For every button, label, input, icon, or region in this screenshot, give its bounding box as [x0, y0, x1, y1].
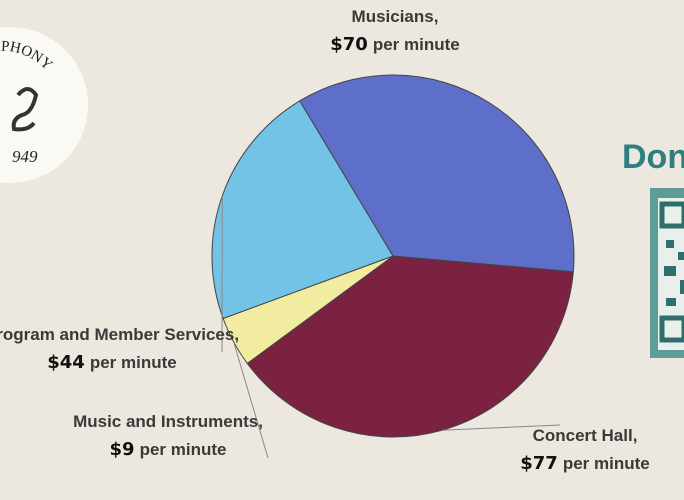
category-name: Music and Instruments	[73, 412, 258, 431]
slice-label: Program and Member Services,	[0, 325, 239, 344]
logo-badge	[0, 27, 88, 183]
unit: per minute	[563, 454, 650, 473]
leader-line	[233, 341, 269, 459]
qr-finder	[659, 315, 684, 343]
qr-code	[650, 188, 684, 358]
separator: ,	[234, 325, 239, 344]
unit: per minute	[90, 353, 177, 372]
value-label: $44	[47, 352, 85, 373]
qr-module	[666, 240, 674, 248]
slice-value-label: $44 per minute	[47, 352, 176, 373]
donate-heading: Don	[622, 138, 684, 176]
logo-emblem	[11, 87, 39, 132]
unit: per minute	[140, 440, 227, 459]
slice-value-label: $70 per minute	[330, 34, 459, 55]
logo-year: 949	[12, 147, 38, 166]
qr-module	[664, 266, 676, 276]
category-name: Musicians	[352, 7, 434, 26]
slice-label: Musicians,	[352, 7, 439, 26]
qr-module	[666, 298, 676, 306]
logo: SYMPHONY 949	[0, 27, 88, 183]
separator: ,	[434, 7, 439, 26]
qr-module	[680, 280, 684, 294]
slice-label: Music and Instruments,	[73, 412, 263, 431]
leader-line	[441, 424, 561, 431]
unit: per minute	[373, 35, 460, 54]
value-label: $70	[330, 34, 368, 55]
separator: ,	[258, 412, 263, 431]
category-name: Program and Member Services	[0, 325, 234, 344]
qr-module	[678, 252, 684, 260]
separator: ,	[633, 426, 638, 445]
slice-value-label: $9 per minute	[110, 439, 227, 460]
slice-value-label: $77 per minute	[520, 453, 649, 474]
value-label: $9	[110, 439, 135, 460]
value-label: $77	[520, 453, 558, 474]
category-name: Concert Hall	[533, 426, 633, 445]
qr-finder	[659, 201, 684, 229]
pie-slice	[246, 255, 574, 438]
pie-slice	[299, 74, 575, 273]
slice-label: Concert Hall,	[533, 426, 638, 445]
